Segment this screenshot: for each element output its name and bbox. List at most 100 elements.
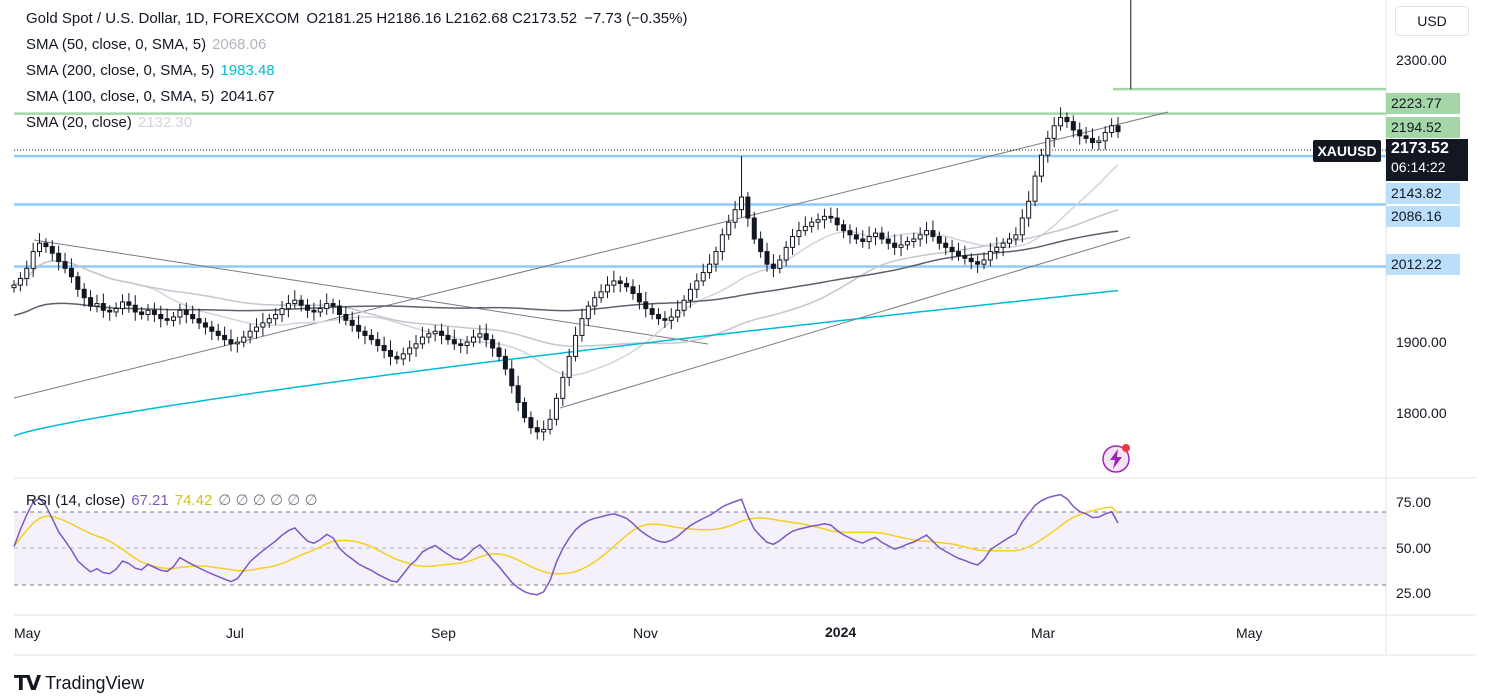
- candle-body: [94, 303, 100, 307]
- candle-body: [713, 251, 719, 265]
- candle-body: [241, 336, 247, 343]
- candle-body: [828, 215, 834, 219]
- candle-body: [1038, 154, 1044, 177]
- channel-upper-trendline[interactable]: [13, 111, 1169, 399]
- candle-body: [1102, 131, 1108, 142]
- candle-body: [936, 235, 942, 244]
- candle-body: [62, 261, 68, 269]
- price-axis-label: 2300.00: [1396, 52, 1447, 68]
- candle-body: [190, 313, 196, 320]
- candle-body: [202, 322, 208, 328]
- candle-body: [1000, 242, 1006, 248]
- candle-body: [534, 427, 540, 433]
- last-price-tag: 2173.52 06:14:22: [1386, 139, 1468, 181]
- sma200-legend[interactable]: SMA (200, close, 0, SMA, 5) 1983.48: [26, 62, 275, 80]
- candle-body: [439, 330, 445, 336]
- price-axis-label: 1800.00: [1396, 405, 1447, 421]
- candle-body: [362, 330, 368, 336]
- level-tag[interactable]: 2223.77: [1386, 93, 1460, 114]
- candle-body: [821, 215, 827, 221]
- candle-body: [1083, 135, 1089, 139]
- candle-body: [866, 235, 872, 243]
- candle-body: [311, 309, 317, 313]
- descending-trendline[interactable]: [33, 239, 709, 345]
- candle-body: [145, 309, 151, 315]
- candle-body: [107, 309, 113, 313]
- brand-name: TradingView: [45, 673, 145, 693]
- level-tag[interactable]: 2143.82: [1386, 183, 1460, 204]
- candle-body: [636, 293, 642, 303]
- candle-body: [528, 417, 534, 429]
- candle-body: [381, 345, 387, 352]
- candle-body: [738, 196, 744, 211]
- currency-button[interactable]: USD: [1395, 6, 1469, 36]
- sma100-legend[interactable]: SMA (100, close, 0, SMA, 5) 2041.67: [26, 88, 275, 106]
- candle-body: [796, 230, 802, 237]
- candle-body: [515, 385, 521, 404]
- candle-body: [547, 418, 553, 430]
- candle-body: [407, 347, 413, 355]
- candle-body: [394, 355, 400, 360]
- candle-body: [904, 241, 910, 246]
- candle-body: [1109, 125, 1115, 133]
- candle-body: [509, 368, 515, 387]
- time-axis-label: 2024: [825, 624, 857, 640]
- candle-body: [445, 334, 451, 341]
- candle-body: [917, 234, 923, 240]
- candle-body: [853, 234, 859, 240]
- candle-body: [413, 343, 419, 349]
- candle-body: [700, 272, 706, 282]
- lightning-icon[interactable]: [1101, 443, 1131, 473]
- candle-body: [139, 311, 145, 315]
- candle-body: [37, 242, 43, 253]
- candle-body: [707, 263, 713, 274]
- candle-body: [1051, 125, 1057, 139]
- candle-body: [215, 330, 221, 336]
- rsi-legend[interactable]: RSI (14, close) 67.21 74.42 ∅ ∅ ∅ ∅ ∅ ∅: [26, 492, 318, 510]
- candle-body: [783, 246, 789, 261]
- candle-body: [815, 219, 821, 223]
- candle-body: [592, 297, 598, 307]
- candle-body: [343, 313, 349, 321]
- candle-body: [1096, 140, 1102, 144]
- level-tag[interactable]: 2194.52: [1386, 117, 1460, 138]
- candle-body: [426, 333, 432, 338]
- candle-body: [209, 326, 215, 332]
- candle-body: [1019, 217, 1025, 236]
- candle-body: [196, 318, 202, 324]
- candle-body: [955, 251, 961, 257]
- brand-logo[interactable]: 𝗧𝗩 TradingView: [14, 671, 144, 696]
- candle-body: [260, 322, 266, 328]
- rsi-ma-value: 74.42: [174, 492, 213, 509]
- sma50-legend[interactable]: SMA (50, close, 0, SMA, 5) 2068.06: [26, 36, 266, 54]
- symbol-legend[interactable]: Gold Spot / U.S. Dollar, 1D, FOREXCOM O21…: [26, 10, 687, 28]
- candle-body: [317, 308, 323, 313]
- open-value: 2181.25: [318, 10, 373, 27]
- candle-body: [496, 347, 502, 357]
- candle-body: [502, 355, 508, 370]
- level-tag[interactable]: 2012.22: [1386, 254, 1460, 275]
- candle-body: [968, 257, 974, 263]
- candle-body: [43, 242, 49, 248]
- sma50-line: [13, 209, 1119, 347]
- candle-body: [273, 313, 279, 320]
- candle-body: [943, 242, 949, 248]
- candle-body: [585, 305, 591, 320]
- candle-body: [1089, 137, 1095, 144]
- candle-body: [126, 301, 132, 306]
- rsi-line: [13, 493, 1119, 596]
- candle-body: [349, 319, 355, 326]
- close-value: 2173.52: [522, 10, 578, 27]
- candle-body: [222, 334, 228, 341]
- candle-body: [675, 309, 681, 318]
- candle-body: [171, 316, 177, 321]
- sma200-line: [13, 289, 1119, 437]
- candle-body: [132, 304, 138, 313]
- candle-body: [777, 259, 783, 269]
- candle-body: [719, 234, 725, 253]
- candle-body: [81, 288, 87, 299]
- sma20-legend[interactable]: SMA (20, close) 2132.30: [26, 114, 192, 132]
- channel-lower-trendline[interactable]: [559, 236, 1131, 409]
- level-tag[interactable]: 2086.16: [1386, 206, 1460, 227]
